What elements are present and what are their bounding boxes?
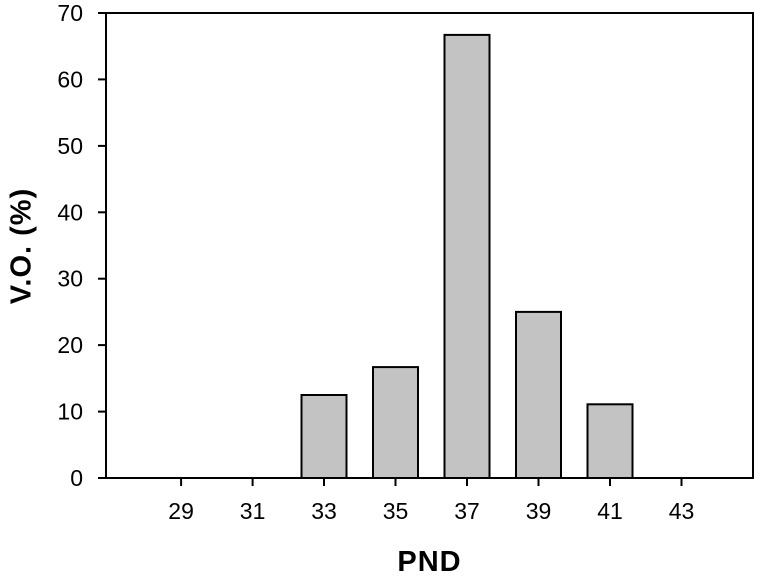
x-tick-label-29: 29 xyxy=(168,498,194,524)
y-tick-label-10: 10 xyxy=(57,399,83,425)
bar-pnd-33 xyxy=(300,394,348,479)
y-tick-label-30: 30 xyxy=(57,266,83,292)
bar-pnd-37 xyxy=(443,33,491,480)
x-tick-label-39: 39 xyxy=(526,498,552,524)
y-tick-label-40: 40 xyxy=(57,199,83,225)
x-axis-title: PND xyxy=(397,546,462,578)
x-tick-label-41: 41 xyxy=(597,498,623,524)
y-tick-label-70: 70 xyxy=(57,0,83,26)
y-tick-label-0: 0 xyxy=(70,465,83,491)
x-tick-label-37: 37 xyxy=(454,498,480,524)
bar-pnd-41 xyxy=(586,403,634,479)
x-tick-label-33: 33 xyxy=(311,498,337,524)
bar-pnd-39 xyxy=(515,310,562,479)
y-tick-label-60: 60 xyxy=(57,66,83,92)
plot-frame xyxy=(105,12,754,479)
y-axis-title: V.O. (%) xyxy=(5,187,38,305)
y-tick-label-20: 20 xyxy=(57,332,83,358)
y-tick-label-50: 50 xyxy=(57,133,83,159)
bar-pnd-35 xyxy=(372,366,419,480)
x-tick-label-31: 31 xyxy=(240,498,266,524)
x-tick-label-35: 35 xyxy=(383,498,409,524)
x-tick-label-43: 43 xyxy=(669,498,695,524)
